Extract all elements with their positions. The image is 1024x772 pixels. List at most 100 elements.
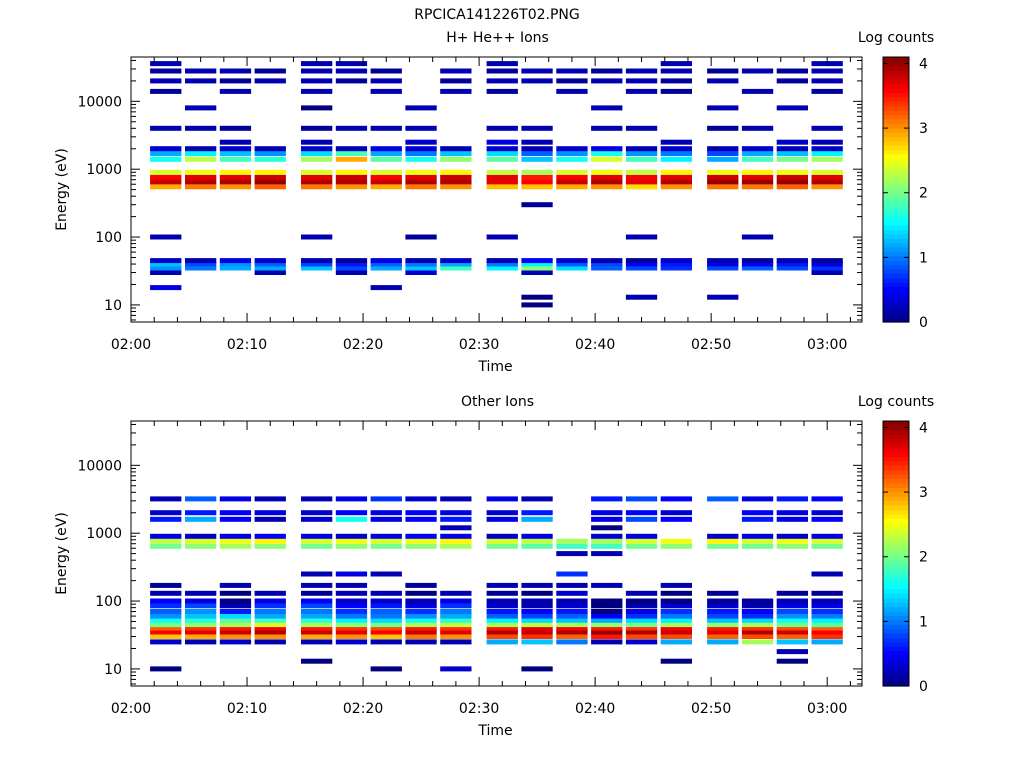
heatmap-cell: [556, 78, 588, 84]
heatmap-cell: [625, 174, 658, 180]
heatmap-cell: [219, 533, 252, 539]
heatmap-cell: [707, 634, 739, 639]
heatmap-cell: [185, 146, 217, 152]
heatmap-cell: [185, 617, 217, 623]
colorbar-segment: [883, 518, 909, 524]
heatmap-cell: [811, 179, 843, 185]
heatmap-cell: [521, 146, 553, 152]
colorbar-tick-label: 3: [919, 485, 928, 501]
colorbar-segment: [883, 167, 909, 173]
heatmap-cell: [301, 184, 333, 190]
heatmap-cell: [185, 543, 217, 549]
heatmap-cell: [405, 533, 437, 539]
heatmap-cell: [707, 590, 739, 596]
heatmap-cell: [219, 169, 252, 175]
heatmap-cell: [556, 174, 588, 180]
colorbar-segment: [883, 610, 909, 616]
heatmap-cell: [556, 609, 588, 614]
heatmap-cell: [521, 302, 553, 308]
heatmap-cell: [741, 598, 774, 604]
heatmap-cell: [776, 613, 808, 619]
heatmap-cell: [625, 179, 658, 185]
heatmap-cell: [660, 629, 692, 635]
heatmap-cell: [486, 68, 518, 74]
heatmap-cell: [486, 496, 518, 502]
colorbar-segment: [883, 513, 909, 519]
heatmap-cell: [150, 543, 182, 549]
heatmap-cell: [707, 598, 739, 604]
heatmap-cell: [591, 179, 623, 185]
heatmap-cell: [707, 622, 739, 628]
heatmap-cell: [150, 538, 182, 544]
heatmap-cell: [405, 174, 437, 180]
heatmap-cell: [185, 625, 217, 631]
heatmap-cell: [556, 156, 588, 162]
heatmap-cell: [301, 639, 333, 645]
heatmap-cell: [521, 156, 553, 162]
heatmap-cell: [301, 68, 333, 74]
heatmap-cell: [556, 625, 588, 631]
heatmap-cell: [625, 294, 658, 300]
heatmap-cell: [405, 265, 437, 271]
heatmap-cell: [405, 270, 437, 275]
colorbar-segment: [883, 105, 909, 111]
heatmap-cell: [335, 496, 368, 502]
heatmap-cell: [625, 516, 658, 522]
heatmap-cell: [185, 538, 217, 544]
heatmap-cell: [405, 169, 437, 175]
heatmap-cell: [707, 169, 739, 175]
colorbar-segment: [883, 96, 909, 102]
heatmap-cell: [219, 68, 252, 74]
heatmap-cell: [440, 634, 472, 639]
heatmap-cell: [150, 285, 182, 291]
heatmap-cell: [405, 261, 437, 267]
heatmap-cell: [150, 234, 182, 240]
heatmap-cell: [660, 625, 692, 631]
heatmap-cell: [741, 146, 774, 152]
heatmap-cell: [370, 146, 402, 152]
heatmap-cell: [660, 265, 692, 271]
heatmap-cell: [660, 261, 692, 267]
x-tick-label: 02:30: [459, 337, 499, 353]
heatmap-cell: [660, 617, 692, 623]
heatmap-cell: [335, 603, 368, 609]
heatmap-cell: [301, 634, 333, 639]
heatmap-cell: [254, 179, 286, 185]
heatmap-cell: [335, 261, 368, 267]
heatmap-cell: [707, 496, 739, 502]
heatmap-cell: [150, 265, 182, 271]
heatmap-cell: [440, 603, 472, 609]
heatmap-cell: [660, 146, 692, 152]
heatmap-cell: [811, 146, 843, 152]
y-tick-label: 10: [104, 662, 122, 678]
heatmap-cell: [370, 156, 402, 162]
heatmap-cell: [625, 598, 658, 604]
heatmap-cell: [219, 622, 252, 628]
heatmap-cell: [707, 68, 739, 74]
heatmap-cell: [405, 617, 437, 623]
x-tick-label: 02:00: [111, 701, 151, 717]
heatmap-cell: [521, 617, 553, 623]
heatmap-cell: [335, 156, 368, 162]
colorbar-segment: [883, 317, 909, 323]
heatmap-cell: [370, 265, 402, 271]
heatmap-cell: [521, 622, 553, 628]
heatmap-cell: [405, 590, 437, 596]
heatmap-cell: [660, 634, 692, 639]
heatmap-cell: [301, 169, 333, 175]
colorbar-segment: [883, 509, 909, 515]
heatmap-cell: [219, 516, 252, 522]
heatmap-cell: [556, 184, 588, 190]
heatmap-cell: [521, 258, 553, 264]
heatmap-cell: [405, 234, 437, 240]
colorbar-segment: [883, 421, 909, 427]
heatmap-cell: [591, 146, 623, 152]
heatmap-cell: [370, 184, 402, 190]
heatmap-cell: [776, 78, 808, 84]
x-tick-label: 02:10: [227, 701, 267, 717]
heatmap-cell: [185, 174, 217, 180]
heatmap-cell: [660, 609, 692, 614]
heatmap-cell: [591, 622, 623, 628]
heatmap-cell: [486, 639, 518, 645]
colorbar-segment: [883, 429, 909, 435]
